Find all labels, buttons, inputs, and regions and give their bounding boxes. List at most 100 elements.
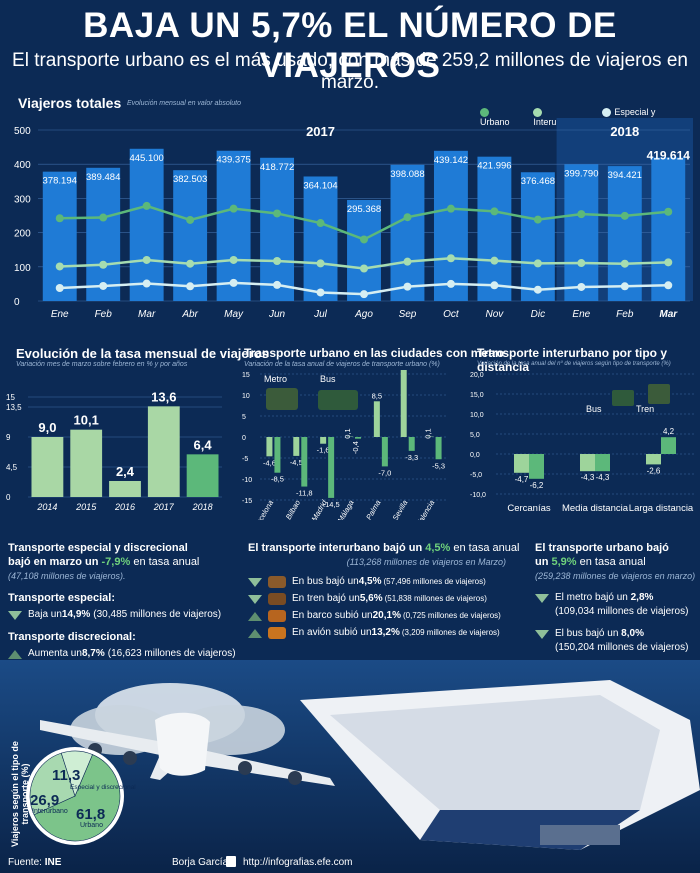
line-point	[664, 258, 673, 267]
x-tick-label: 2014	[36, 502, 57, 512]
inter-row-barco: En barco subió un 20,1% (0,725 millones …	[248, 609, 524, 623]
bar-value-label: 421.996	[477, 161, 511, 172]
line-point	[577, 259, 586, 268]
x-tick-label: Palma	[364, 499, 382, 521]
bar-4	[216, 150, 251, 301]
footer-url[interactable]: http://infografias.efe.com	[243, 857, 353, 868]
y-tick-label: 20,0	[470, 372, 484, 379]
inter-row-tren: En tren bajó un 5,6% (51,838 millones de…	[248, 592, 524, 606]
main-chart: 0 100 200 300 400 500 2017 2018 378.194 Ene 389.48…	[14, 118, 693, 320]
line-point	[360, 290, 368, 299]
bus-icon	[612, 390, 634, 406]
y-tick-label: 500	[14, 126, 31, 137]
x-tick-label: Mar	[659, 309, 678, 320]
year-2017-label: 2017	[306, 124, 335, 139]
x-tick-label: 2018	[192, 502, 213, 512]
metro-bar-bus	[381, 437, 388, 467]
ship-icon	[268, 610, 286, 622]
metro-train-icon	[266, 388, 298, 410]
line-point	[490, 207, 499, 216]
up-arrow-icon	[8, 649, 22, 659]
x-tick-label: 2015	[75, 502, 97, 512]
x-tick-label: 2017	[153, 502, 175, 512]
line-point	[229, 204, 238, 213]
y-tick-label: -15	[242, 498, 252, 505]
inter-bar-tren	[595, 454, 610, 472]
y-tick-label: -5	[242, 456, 248, 463]
tasa-bar-0	[31, 437, 64, 497]
interurbano-note: (113,268 millones de viajeros en Marzo)	[346, 557, 506, 567]
line-point	[99, 260, 108, 269]
line-point	[403, 213, 412, 222]
bar-value-label: -4,7	[515, 475, 529, 484]
metro-bar-bus	[355, 437, 361, 439]
bar-value-label: 394.421	[608, 170, 642, 181]
donut-value-interurbano: 26,9	[30, 792, 60, 809]
line-point	[186, 259, 195, 268]
x-tick-label: Abr	[181, 309, 198, 320]
bar-value-label: -0,4	[351, 441, 360, 454]
tasa-bar-4	[186, 454, 219, 497]
down-arrow-icon	[8, 610, 22, 620]
tasa-value-label: 13,6	[151, 389, 176, 404]
urbano-title2: un 5,9% en tasa anual	[535, 556, 646, 568]
x-tick-label: Ago	[354, 309, 373, 320]
tasa-subtitle: Variación mes de marzo sobre febrero en …	[16, 361, 188, 368]
especial-title: Transporte especial y discrecional	[8, 542, 188, 554]
line-point	[490, 256, 499, 265]
especial-label: Transporte especial:	[8, 592, 115, 604]
bar-value-label: -4,5	[290, 458, 303, 467]
airplane-icon	[40, 712, 335, 786]
x-tick-label: Oct	[443, 309, 460, 320]
y-tick-label: -10	[242, 477, 252, 484]
metro-bar-bus	[435, 437, 442, 460]
y-tick-label: 5	[242, 414, 246, 421]
donut-label-urbano: Urbano	[80, 822, 103, 829]
bar-8	[390, 164, 425, 301]
cruise-ship-icon	[300, 680, 700, 850]
y-tick-label: 200	[14, 229, 31, 240]
bar-value-label: 0,1	[424, 428, 433, 438]
inter-subtitle: Variación de la tasa anual del nº de via…	[477, 361, 671, 367]
bar-value-label: 398.088	[390, 169, 424, 180]
line-point	[577, 282, 586, 291]
bus-label: Bus	[586, 404, 602, 414]
x-tick-label: Mar	[138, 309, 156, 320]
tasa-value-label: 9,0	[38, 420, 56, 435]
metro-bar-metro	[320, 437, 327, 444]
line-point	[142, 201, 151, 210]
bar-9	[433, 150, 468, 301]
y-tick-label: 0	[14, 297, 20, 308]
urbano-bus-row: El bus bajó un 8,0% (150,204 millones de …	[535, 627, 697, 655]
donut-label-especial: Especial y discrecional	[70, 784, 136, 791]
x-tick-label: Valencia	[414, 499, 436, 521]
urbano-metro-row: El metro bajó un 2,8% (109,034 millones d…	[535, 591, 697, 619]
discrecional-row: Aumenta un 8,7% (16,623 millones de viaj…	[8, 647, 238, 661]
down-arrow-icon	[248, 577, 262, 587]
bar-value-label: -7,0	[378, 468, 391, 477]
tasa-chart: 0 4,5 9 13,515 9,0 2014 10,1 2015 2,4 2016 13,6 201…	[6, 389, 222, 512]
line-point	[620, 282, 629, 291]
inter-bar-bus	[646, 454, 661, 465]
line-point	[446, 279, 455, 288]
main-chart-title: Viajeros totales	[18, 95, 122, 111]
bar-5	[260, 157, 295, 301]
x-tick-label: Larga distancia	[629, 503, 694, 514]
line-point	[403, 257, 412, 266]
y-tick-label: 0	[242, 435, 246, 442]
y-tick-label: 10	[242, 393, 250, 400]
down-arrow-icon	[248, 594, 262, 604]
inter-bar-bus	[514, 454, 529, 473]
line-point	[99, 213, 108, 222]
inter-bar-tren	[661, 437, 676, 454]
line-point	[316, 219, 325, 228]
x-tick-label: Barcelona	[250, 499, 275, 521]
bar-6	[303, 176, 338, 301]
bar-10	[477, 156, 512, 301]
bar-14	[651, 157, 686, 301]
bar-value-label: -2,6	[647, 466, 661, 475]
bar-value-label: -14,5	[323, 500, 340, 509]
donut-label-interurbano: Interurbano	[32, 808, 68, 815]
tasa-bar-2	[109, 481, 141, 497]
y-tick-label: 13,5	[6, 403, 22, 412]
